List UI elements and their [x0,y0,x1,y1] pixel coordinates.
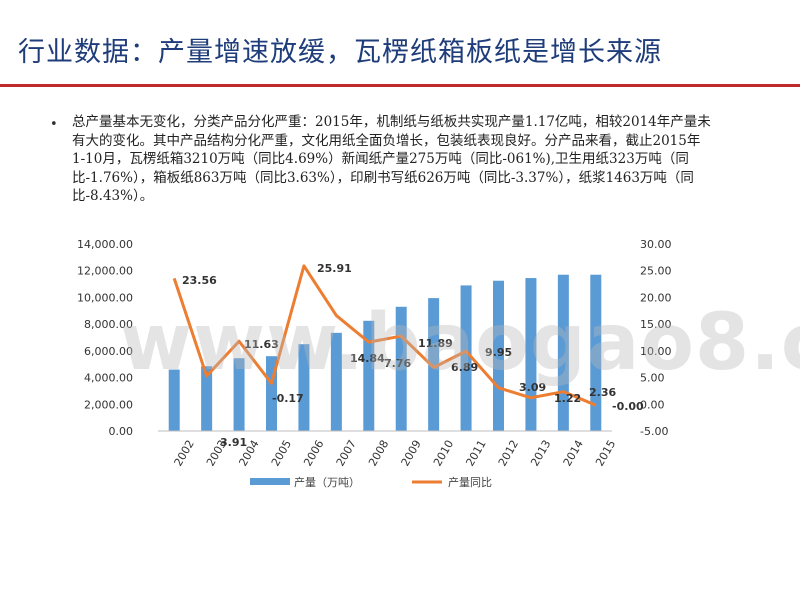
right-tick-label: 5.00 [640,372,665,385]
category-label-2002: 2002 [172,438,197,469]
legend-line-label: 产量同比 [448,475,492,489]
bar-2015 [590,274,602,431]
bar-2014 [557,274,569,431]
title-divider [0,84,800,87]
bar-2008 [363,320,375,431]
line-data-label: 3.09 [519,381,546,394]
category-label-2012: 2012 [496,438,521,469]
category-label-2005: 2005 [269,438,294,469]
line-data-label: 11.89 [418,337,453,350]
line-data-label: 6.89 [451,361,478,374]
category-label-2010: 2010 [431,438,456,469]
bar-2011 [460,285,472,431]
left-tick-label: 2,000.00 [84,398,133,411]
line-data-label: 9.95 [485,346,512,359]
category-label-2006: 2006 [301,438,326,469]
line-data-label: 7.76 [384,357,411,370]
category-label-2014: 2014 [561,438,586,469]
bar-2003 [201,366,213,431]
bar-2013 [525,278,537,431]
line-data-label: 2.36 [589,386,616,399]
line-data-label: 23.56 [182,274,217,287]
line-data-label: -0.17 [272,392,304,405]
bar-2009 [395,306,407,431]
left-tick-label: 0.00 [109,425,134,438]
category-label-2011: 2011 [463,438,488,469]
bar-2005 [266,356,277,431]
line-data-label: 11.63 [244,338,279,351]
right-tick-label: -5.00 [640,425,668,438]
bar-2006 [298,344,310,431]
bar-series [168,274,602,431]
legend-bar-swatch [250,478,290,485]
growth-line [172,264,597,407]
left-tick-label: 12,000.00 [77,265,133,278]
line-data-label: 1.22 [554,392,581,405]
legend-bar-label: 产量（万吨） [294,475,360,489]
summary-paragraph: 总产量基本无变化，分类产品分化严重：2015年，机制纸与纸板共实现产量1.17亿… [72,114,711,204]
category-label-2008: 2008 [366,438,391,469]
right-tick-label: 30.00 [640,238,672,251]
bar-2012 [493,280,504,431]
line-data-label: 25.91 [317,262,352,275]
watermark: www.baogao8.com [120,298,800,388]
category-label-2015: 2015 [593,438,618,469]
slide-title: 行业数据：产量增速放缓，瓦楞纸箱板纸是增长来源 [18,37,662,68]
left-tick-label: 14,000.00 [77,238,133,251]
category-label-2009: 2009 [399,438,424,469]
left-tick-label: 10,000.00 [77,291,133,304]
right-tick-label: 25.00 [640,265,672,278]
category-label-2007: 2007 [334,438,359,469]
line-series: 23.56 3.91 11.63 -0.17 25.91 14.84 7.76 11.89 6.… [172,262,644,449]
right-tick-label: 0.00 [640,398,665,411]
bar-2004 [233,358,245,431]
bar-2007 [330,332,342,431]
category-label-2013: 2013 [528,438,553,469]
right-tick-label: 15.00 [640,318,672,331]
right-tick-label: 20.00 [640,291,672,304]
bullet-marker: • [50,117,58,132]
bar-2002 [168,369,180,431]
left-tick-label: 8,000.00 [84,318,133,331]
legend: 产量（万吨） 产量同比 [250,475,492,489]
line-data-label: 3.91 [220,436,247,449]
right-axis: -5.00 0.00 5.00 10.00 15.00 20.00 25.00 30.00 [640,238,672,438]
right-tick-label: 10.00 [640,345,672,358]
left-tick-label: 6,000.00 [84,345,133,358]
bar-2010 [428,298,440,431]
left-tick-label: 4,000.00 [84,372,133,385]
line-data-label: -0.00 [612,400,644,413]
line-data-label: 14.84 [350,352,385,365]
left-axis: 0.00 2,000.00 4,000.00 6,000.00 8,000.00 10,0… [77,238,133,438]
